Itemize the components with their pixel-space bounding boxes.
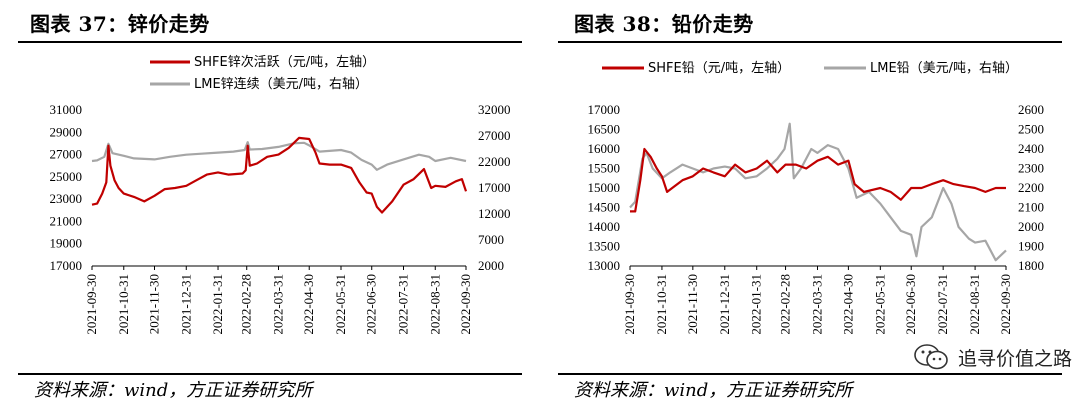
left-y-tick-label: 29000 [50,124,83,139]
lead-chart-title: 图表 38：铅价走势 [574,12,754,36]
left-y-tick-label: 17000 [50,258,83,273]
left-y-tick-label: 13500 [588,239,621,254]
source-rule [18,373,522,375]
x-tick-label: 2021-11-30 [147,274,162,334]
x-tick-label: 2022-09-30 [458,274,473,335]
right-y-tick-label: 27000 [478,128,511,143]
zinc-chart-panel: 图表 37：锌价走势 17000 19000 21000 23000 25000 2700… [18,12,522,401]
x-tick-label: 2021-09-30 [84,274,99,335]
x-tick-label: 2021-10-31 [116,274,131,335]
series-line-right [91,141,467,171]
x-tick-label: 2022-03-31 [809,274,824,335]
left-y-tick-label: 14500 [588,200,621,215]
right-y-tick-label: 2000 [478,258,504,273]
left-y-tick-label: 14000 [588,219,621,234]
left-y-tick-label: 19000 [50,236,83,251]
right-y-tick-label: 2100 [1018,200,1044,215]
left-y-tick-label: 13000 [588,258,621,273]
right-y-tick-label: 17000 [478,180,511,195]
left-y-tick-label: 16000 [588,141,621,156]
right-y-tick-label: 1900 [1018,239,1044,254]
right-y-tick-label: 1800 [1018,258,1044,273]
right-y-tick-label: 2000 [1018,219,1044,234]
lead-chart-panel: 图表 38：铅价走势 13000 13500 14000 14500 15000 1550… [540,0,1080,408]
zinc-price-chart: 17000 19000 21000 23000 25000 27000 29000 31000… [50,54,511,335]
left-y-tick-label: 23000 [50,191,83,206]
wechat-watermark: 追寻价值之路 [912,342,1072,372]
legend-label: SHFE锌次活跃（元/吨，左轴） [194,54,375,70]
x-tick-label: 2022-03-31 [270,274,285,335]
series-line-left [91,136,468,214]
right-y-tick-label: 12000 [478,206,511,221]
x-tick-label: 2022-06-30 [903,274,918,335]
x-tick-label: 2021-12-31 [717,274,732,335]
x-tick-label: 2021-12-31 [178,274,193,335]
left-y-tick-label: 17000 [588,102,621,117]
left-y-tick-label: 16500 [588,122,621,137]
lead-price-chart: 13000 13500 14000 14500 15000 15500 16000 16500… [588,61,1045,335]
legend-label: LME锌连续（美元/吨，右轴） [194,76,368,92]
x-tick-label: 2022-01-31 [210,274,225,335]
x-tick-label: 2022-01-31 [749,274,764,335]
x-tick-label: 2022-04-30 [840,274,855,335]
right-y-tick-label: 7000 [478,232,504,247]
series-line-left [630,147,1006,213]
left-y-tick-label: 27000 [50,147,83,162]
lead-chart-source: 资料来源：wind，方正证券研究所 [574,380,853,401]
zinc-chart-source: 资料来源：wind，方正证券研究所 [34,380,313,401]
x-tick-label: 2022-02-28 [239,274,254,335]
x-tick-label: 2022-06-30 [364,274,379,335]
right-y-tick-label: 32000 [478,102,511,117]
left-y-tick-label: 15000 [588,180,621,195]
watermark-text: 追寻价值之路 [957,347,1072,370]
x-tick-label: 2022-07-31 [395,274,410,335]
series-line-right [629,122,1007,262]
x-tick-label: 2022-09-30 [998,274,1013,335]
right-y-tick-label: 2600 [1018,102,1044,117]
x-tick-label: 2022-02-28 [778,274,793,335]
x-tick-label: 2022-07-31 [935,274,950,335]
x-tick-label: 2022-04-30 [301,274,316,335]
x-tick-label: 2021-11-30 [685,274,700,334]
x-tick-label: 2022-05-31 [872,274,887,335]
left-y-tick-label: 25000 [50,169,83,184]
title-rule [18,41,522,43]
left-y-tick-label: 31000 [50,102,83,117]
x-tick-label: 2022-08-31 [967,274,982,335]
legend-label: LME铅（美元/吨，右轴） [870,61,1018,76]
zinc-chart-title: 图表 37：锌价走势 [30,12,210,36]
x-tick-label: 2021-09-30 [622,274,637,335]
left-y-tick-label: 21000 [50,213,83,228]
right-y-tick-label: 2300 [1018,161,1044,176]
right-y-tick-label: 2400 [1018,141,1044,156]
x-tick-label: 2022-05-31 [333,274,348,335]
x-tick-label: 2021-10-31 [654,274,669,335]
source-rule [558,373,1062,375]
right-y-tick-label: 22000 [478,154,511,169]
wechat-icon [914,344,948,370]
right-y-tick-label: 2500 [1018,122,1044,137]
right-y-tick-label: 2200 [1018,180,1044,195]
legend-label: SHFE铅（元/吨，左轴） [648,61,790,76]
title-rule [558,41,1062,43]
left-y-tick-label: 15500 [588,161,621,176]
x-tick-label: 2022-08-31 [427,274,442,335]
